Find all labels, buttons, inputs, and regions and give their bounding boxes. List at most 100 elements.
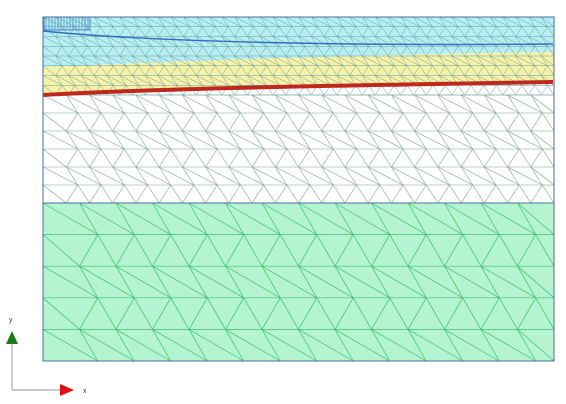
mesh-edge	[205, 112, 218, 132]
mesh-edge	[253, 46, 261, 57]
mesh-edge	[311, 75, 331, 86]
mesh-edge	[515, 55, 535, 66]
mesh-edge	[119, 26, 127, 37]
mesh-edge	[55, 36, 63, 47]
mesh-edge	[298, 75, 318, 86]
mesh-edge	[87, 65, 95, 76]
mesh-edge	[462, 234, 482, 267]
mesh-edge	[266, 65, 274, 76]
mesh-edge	[334, 202, 390, 235]
mesh-edge	[65, 184, 79, 204]
mesh-edge	[517, 202, 555, 235]
mesh-edge	[460, 166, 497, 186]
mesh-edge	[344, 130, 380, 150]
mesh-edge	[89, 130, 125, 150]
mesh-edge	[387, 16, 395, 27]
mesh-edge	[528, 16, 536, 27]
mesh-edge	[42, 202, 98, 235]
mesh-edge	[157, 55, 165, 66]
mesh-edge	[42, 329, 98, 362]
mesh-edge	[451, 26, 459, 37]
mesh-edge	[285, 16, 306, 27]
mesh-edge	[55, 55, 76, 66]
mesh-edge	[400, 26, 408, 37]
mesh-edge	[432, 46, 440, 57]
top-soil-layer	[43, 17, 554, 67]
mesh-edge	[334, 297, 354, 330]
mesh-edge	[261, 297, 281, 330]
mesh-edge	[285, 75, 293, 86]
mesh-edge	[261, 329, 281, 362]
mesh-edge	[106, 75, 127, 86]
mesh-edge	[205, 130, 218, 150]
mesh-edge	[240, 148, 253, 168]
mesh-edge	[438, 55, 459, 66]
mesh-edge	[521, 46, 529, 57]
mesh-edge	[426, 85, 433, 96]
mesh-edge	[344, 166, 380, 186]
mesh-edge	[221, 75, 229, 86]
mesh-edge	[275, 94, 311, 114]
mesh-edge	[81, 65, 88, 76]
mesh-edge	[234, 26, 242, 37]
mesh-edge	[89, 130, 102, 150]
mesh-edge	[170, 234, 190, 267]
mesh-edge	[400, 46, 408, 57]
mesh-edge	[321, 130, 334, 150]
mesh-edge	[413, 16, 433, 27]
mesh-edge	[530, 184, 543, 204]
mesh-edge	[477, 16, 497, 27]
mesh-edge	[260, 36, 280, 47]
bottom-mesh	[42, 202, 555, 362]
mesh-edge	[279, 65, 286, 76]
mesh-edge	[182, 94, 195, 114]
mesh-edge	[106, 55, 127, 66]
mesh-edge	[183, 55, 191, 66]
mesh-edge	[228, 94, 241, 114]
mesh-edge	[147, 148, 160, 168]
mesh-edge	[391, 148, 404, 168]
mesh-edge	[196, 55, 203, 66]
mesh-edge	[518, 148, 532, 168]
mesh-edge	[135, 166, 171, 186]
mesh-edge	[221, 65, 229, 76]
mesh-edge	[349, 16, 357, 27]
mesh-edge	[517, 329, 555, 362]
mesh-edge	[451, 55, 459, 66]
mesh-edge	[42, 297, 80, 330]
mesh-edge	[356, 148, 369, 168]
mesh-edge	[389, 297, 409, 330]
mesh-edge	[298, 234, 318, 267]
mesh-edge	[115, 234, 135, 267]
mesh-edge	[298, 148, 311, 168]
mesh-edge	[87, 46, 95, 57]
surcharge-load-icon[interactable]	[43, 16, 91, 31]
mesh-edge	[285, 36, 293, 47]
mesh-edge	[432, 65, 440, 76]
mesh-edge	[81, 16, 88, 27]
mesh-edge	[316, 234, 336, 267]
mesh-edge	[402, 184, 415, 204]
mesh-edge	[477, 85, 484, 96]
mesh-edge	[113, 65, 120, 76]
mesh-edge	[502, 26, 510, 37]
mesh-edge	[460, 94, 497, 114]
mesh-edge	[279, 234, 299, 267]
mesh-edge	[547, 46, 555, 57]
mesh-edge	[205, 130, 241, 150]
mesh-edge	[247, 16, 254, 27]
mesh-edge	[517, 329, 537, 362]
mesh-edge	[234, 55, 254, 66]
structural-line[interactable]	[42, 80, 554, 97]
mesh-edge	[449, 148, 462, 168]
mesh-edge	[413, 65, 421, 76]
mesh-edge	[119, 65, 127, 76]
mesh-edge	[138, 46, 146, 57]
mesh-edge	[79, 202, 99, 235]
mesh-edge	[344, 94, 357, 114]
mesh-edge	[480, 202, 500, 235]
mesh-edge	[490, 55, 510, 66]
mesh-edge	[79, 329, 99, 362]
mesh-edge	[311, 65, 318, 76]
